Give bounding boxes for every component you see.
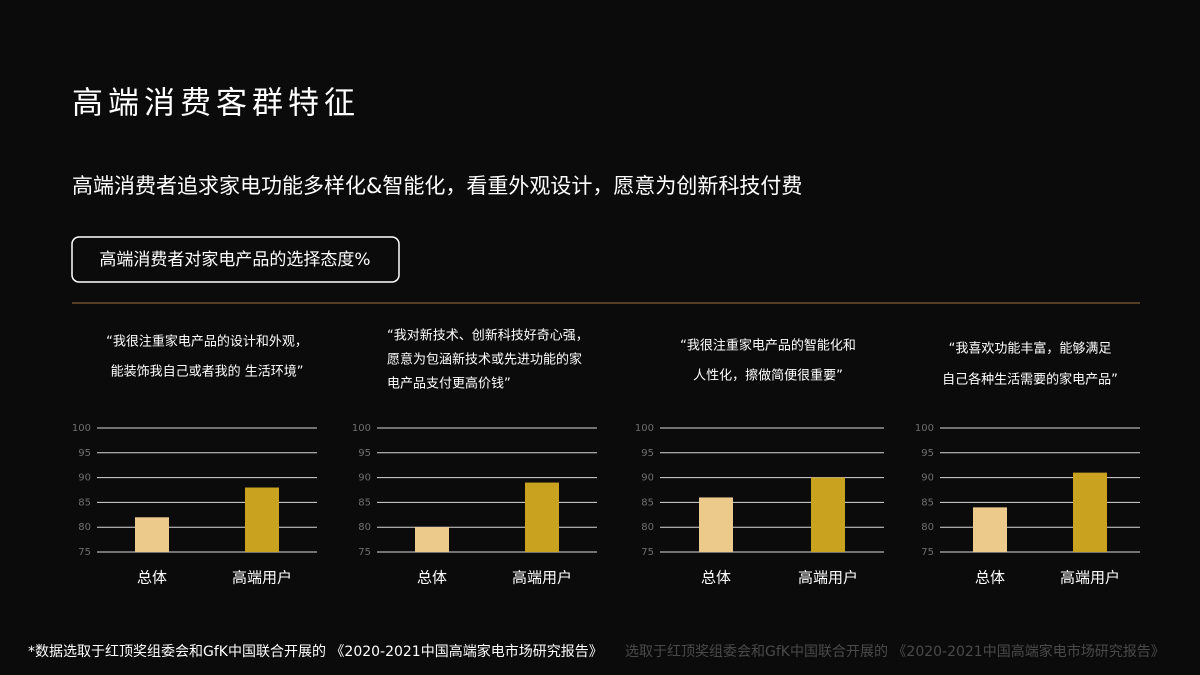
- label-box: [71, 236, 400, 283]
- y-tick-label: 100: [352, 423, 371, 434]
- bar: [415, 527, 449, 552]
- section-label: 高端消费者对家电产品的选择态度%: [99, 250, 370, 270]
- y-tick-label: 95: [641, 448, 654, 459]
- chart-quote: 能装饰我自己或者我的 生活环境”: [111, 364, 304, 380]
- y-tick-label: 95: [358, 448, 371, 459]
- y-tick-label: 85: [641, 497, 654, 508]
- chart-quote: 自己各种生活需要的家电产品”: [942, 372, 1118, 388]
- chart-quote: “我很注重家电产品的智能化和: [680, 338, 856, 354]
- bar: [973, 507, 1007, 552]
- chart-quote: 愿意为包涵新技术或先进功能的家: [387, 352, 582, 368]
- subtitle: 高端消费者追求家电功能多样化&智能化，看重外观设计，愿意为创新科技付费: [72, 174, 802, 198]
- chart-quote: “我对新技术、创新科技好奇心强，: [387, 328, 589, 344]
- y-tick-label: 75: [921, 547, 934, 558]
- y-tick-label: 100: [635, 423, 654, 434]
- y-tick-label: 95: [78, 448, 91, 459]
- x-tick-label: 高端用户: [798, 569, 858, 587]
- x-tick-label: 总体: [975, 569, 1005, 587]
- bar: [525, 482, 559, 552]
- chart-quote: 电产品支付更高价钱”: [387, 376, 511, 392]
- y-tick-label: 90: [358, 473, 371, 484]
- x-tick-label: 高端用户: [512, 569, 572, 587]
- x-tick-label: 总体: [137, 569, 167, 587]
- footnote: *数据选取于红顶奖组委会和GfK中国联合开展的 《2020-2021中国高端家电…: [28, 643, 603, 660]
- y-tick-label: 75: [358, 547, 371, 558]
- y-tick-label: 75: [641, 547, 654, 558]
- y-tick-label: 85: [78, 497, 91, 508]
- slide-title: 高端消费客群特征: [72, 86, 360, 122]
- y-tick-label: 95: [921, 448, 934, 459]
- y-tick-label: 85: [358, 497, 371, 508]
- chart-quote: “我喜欢功能丰富，能够满足: [949, 341, 1112, 357]
- chart-quote: “我很注重家电产品的设计和外观，: [106, 334, 308, 350]
- y-tick-label: 100: [915, 423, 934, 434]
- y-tick-label: 75: [78, 547, 91, 558]
- y-tick-label: 100: [72, 423, 91, 434]
- y-tick-label: 90: [78, 473, 91, 484]
- y-tick-label: 80: [641, 522, 654, 533]
- bar: [811, 477, 845, 552]
- y-tick-label: 90: [641, 473, 654, 484]
- y-tick-label: 80: [78, 522, 91, 533]
- x-tick-label: 高端用户: [1060, 569, 1120, 587]
- bar: [699, 497, 733, 552]
- footnote-shadow: 选取于红顶奖组委会和GfK中国联合开展的 《2020-2021中国高端家电市场研…: [625, 643, 1165, 660]
- x-tick-label: 总体: [417, 569, 447, 587]
- y-tick-label: 80: [358, 522, 371, 533]
- bar: [1073, 472, 1107, 552]
- x-tick-label: 总体: [701, 569, 731, 587]
- chart-quote: 人性化，擦做简便很重要”: [693, 368, 843, 384]
- x-tick-label: 高端用户: [232, 569, 292, 587]
- y-tick-label: 80: [921, 522, 934, 533]
- bar: [135, 517, 169, 552]
- y-tick-label: 90: [921, 473, 934, 484]
- bar: [245, 487, 279, 552]
- y-tick-label: 85: [921, 497, 934, 508]
